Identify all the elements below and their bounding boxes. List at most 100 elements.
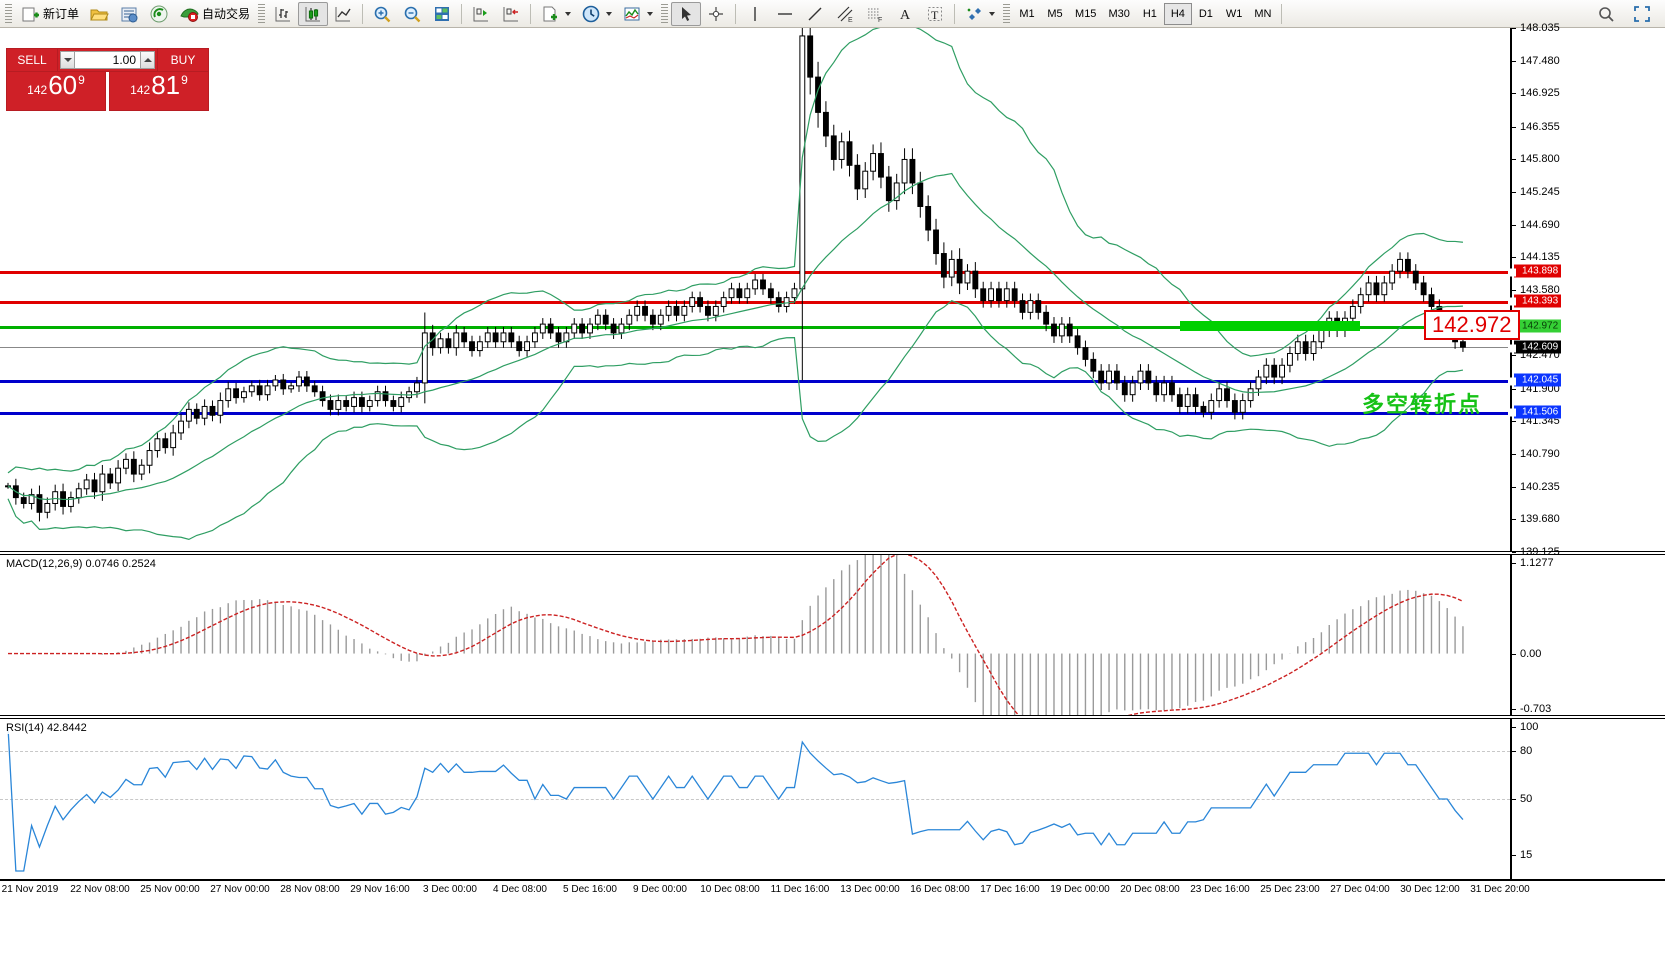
auto-scroll-icon	[473, 6, 489, 21]
price-line-label-support-upper[interactable]: 142.045	[1507, 373, 1562, 387]
rsi-series	[7, 726, 1464, 872]
line-chart-button[interactable]	[328, 2, 358, 26]
one-click-trading-panel[interactable]: SELL 1.00 BUY 142 60 9 142 81 9	[6, 48, 209, 111]
candlestick-chart-button[interactable]	[298, 1, 329, 26]
vertical-line-button[interactable]	[740, 2, 770, 26]
fullscreen-button[interactable]	[1627, 2, 1657, 26]
timeframe-w1[interactable]: W1	[1225, 7, 1243, 20]
price-line-pivot-green[interactable]	[0, 325, 1510, 329]
periodicity-caret-icon[interactable]	[606, 11, 613, 16]
price-line-label-resistance-lower[interactable]: 143.393	[1507, 294, 1562, 308]
price-line-label-resistance-upper[interactable]: 143.898	[1507, 264, 1562, 278]
zoom-in-button[interactable]	[367, 2, 397, 26]
autotrading-icon	[180, 7, 199, 22]
crosshair-button[interactable]	[701, 2, 731, 26]
timeframe-mn[interactable]: MN	[1254, 7, 1272, 20]
folder-button[interactable]	[84, 2, 114, 26]
svg-text:A: A	[900, 8, 911, 23]
autotrading-button[interactable]: 自动交易	[174, 2, 255, 26]
toolbar-grip-2[interactable]	[258, 3, 266, 24]
rsi-axis[interactable]: 100 80 50 15	[1510, 719, 1665, 879]
rsi-plot-area[interactable]	[0, 719, 1510, 879]
time-tick: 28 Nov 08:00	[280, 884, 340, 895]
horizontal-line-icon	[778, 12, 793, 15]
new-order-button[interactable]: 新订单	[15, 2, 84, 26]
price-tick: 145.245	[1512, 186, 1560, 199]
timeframe-m5[interactable]: M5	[1047, 7, 1063, 20]
indicators-button[interactable]	[617, 2, 658, 26]
macd-pane[interactable]: MACD(12,26,9) 0.0746 0.2524 1.1277 0.00 -0…	[0, 554, 1665, 716]
timeframe-h1[interactable]: H1	[1142, 7, 1157, 20]
tile-windows-button[interactable]	[427, 2, 457, 26]
templates-caret-icon[interactable]	[565, 11, 572, 16]
indicators-caret-icon[interactable]	[647, 11, 654, 16]
trendline-icon	[808, 7, 822, 20]
cursor-button[interactable]	[671, 1, 702, 26]
news-button[interactable]	[114, 2, 144, 26]
text-button[interactable]: A	[890, 2, 920, 26]
rsi-pane[interactable]: RSI(14) 42.8442 100 80 50 15	[0, 718, 1665, 880]
zoom-out-button[interactable]	[397, 2, 427, 26]
volume-input[interactable]: 1.00	[75, 51, 140, 69]
search-button[interactable]	[1591, 2, 1621, 26]
auto-scroll-button[interactable]	[466, 2, 496, 26]
trendline-button[interactable]	[800, 2, 830, 26]
time-tick: 9 Dec 00:00	[633, 884, 687, 895]
text-label-button[interactable]: T	[920, 2, 950, 26]
price-line-label-current-bid[interactable]: 142.609	[1507, 340, 1562, 354]
periodicity-button[interactable]	[576, 2, 617, 26]
timeframe-h4[interactable]: H4	[1163, 2, 1192, 25]
templates-button[interactable]	[535, 2, 576, 26]
price-plot-area[interactable]	[0, 28, 1510, 551]
price-line-resistance-upper[interactable]	[0, 271, 1510, 275]
time-tick: 4 Dec 08:00	[493, 884, 547, 895]
volume-stepper[interactable]: 1.00	[58, 48, 157, 72]
toolbar-separator-6	[1281, 3, 1283, 24]
toolbar-grip[interactable]	[5, 3, 12, 24]
macd-tick: 0.00	[1511, 647, 1542, 660]
price-line-resistance-lower[interactable]	[0, 300, 1510, 304]
fullscreen-icon	[1634, 5, 1650, 22]
macd-axis[interactable]: 1.1277 0.00 -0.703	[1510, 555, 1665, 715]
autotrading-label: 自动交易	[202, 7, 251, 21]
price-line-label-support-lower[interactable]: 141.506	[1507, 405, 1562, 419]
buy-button[interactable]: BUY	[157, 48, 209, 72]
time-axis[interactable]: 21 Nov 2019 22 Nov 08:00 25 Nov 00:00 27 No…	[0, 880, 1665, 904]
macd-signal-line	[8, 555, 1464, 715]
toolbar-grip-3[interactable]	[661, 3, 669, 24]
rsi-tick: 50	[1511, 793, 1533, 805]
sell-button[interactable]: SELL	[6, 48, 58, 72]
price-chart-pane[interactable]: 148.035 147.480 146.925 146.355 145.800 145.2…	[0, 22, 1665, 558]
volume-up-button[interactable]	[140, 51, 155, 69]
equidistant-channel-button[interactable]: E	[830, 2, 860, 26]
price-tick: 146.355	[1512, 120, 1560, 133]
price-line-support-lower[interactable]	[0, 411, 1510, 415]
sell-price-display[interactable]: 142 60 9	[6, 72, 106, 111]
signal-button[interactable]	[144, 2, 174, 26]
toolbar-separator-1	[362, 3, 364, 24]
horizontal-line-button[interactable]	[770, 2, 800, 26]
chart-shift-button[interactable]	[496, 2, 526, 26]
fibonacci-button[interactable]: F	[860, 2, 890, 26]
green-highlight-zone	[1180, 320, 1360, 331]
macd-plot-area[interactable]	[0, 555, 1510, 715]
time-tick: 3 Dec 00:00	[423, 884, 477, 895]
objects-button[interactable]	[959, 2, 1000, 26]
bar-chart-button[interactable]	[268, 2, 298, 26]
timeframe-m1[interactable]: M1	[1019, 7, 1035, 20]
timeframe-d1[interactable]: D1	[1198, 7, 1213, 20]
time-tick: 31 Dec 20:00	[1470, 884, 1530, 895]
buy-price-display[interactable]: 142 81 9	[109, 72, 209, 111]
price-tick: 140.235	[1512, 480, 1560, 493]
toolbar-separator-3	[530, 3, 532, 24]
objects-caret-icon[interactable]	[989, 11, 996, 16]
price-line-label-pivot-green[interactable]: 142.972	[1507, 319, 1562, 333]
price-axis[interactable]: 148.035 147.480 146.925 146.355 145.800 145.2…	[1507, 22, 1665, 558]
toolbar-grip-4[interactable]	[1003, 3, 1011, 24]
timeframe-m30[interactable]: M30	[1108, 7, 1130, 20]
timeframe-m15[interactable]: M15	[1075, 7, 1097, 20]
candlestick-series	[5, 28, 1466, 540]
price-line-support-upper[interactable]	[0, 380, 1510, 384]
main-toolbar: 新订单 自动交易	[0, 0, 1665, 28]
volume-down-button[interactable]	[60, 51, 75, 69]
